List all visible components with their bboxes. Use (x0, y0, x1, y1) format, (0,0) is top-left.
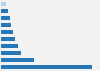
Bar (1, 30, 13, 34)
Bar (1, 23, 11, 27)
Bar (1, 16, 10, 20)
Bar (1, 65, 92, 69)
Bar (1, 9, 8, 13)
Bar (1, 44, 18, 48)
Bar (1, 58, 34, 62)
Bar (1, 37, 15, 41)
Bar (1, 51, 21, 55)
Bar (1, 2, 6, 6)
